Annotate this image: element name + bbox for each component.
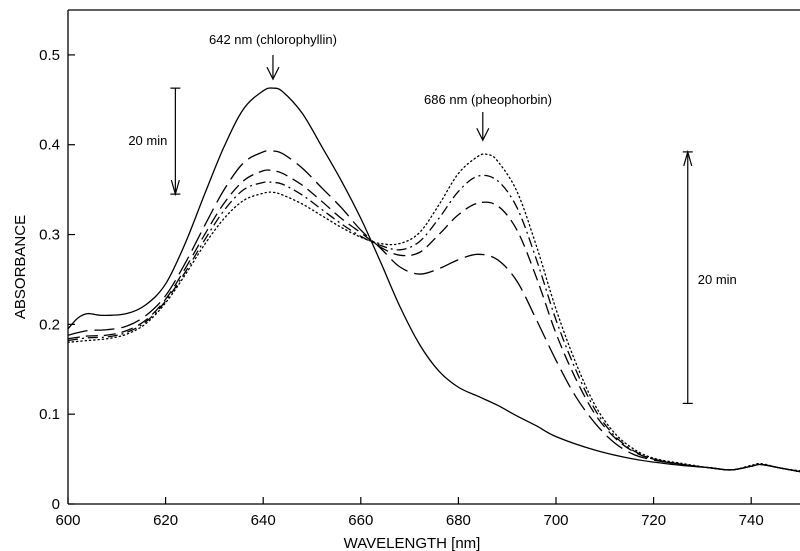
- pheophorbin-arrow-head: [476, 127, 490, 142]
- y-tick-label: 0.4: [39, 137, 60, 154]
- time-bar-right-label: 20 min: [698, 272, 737, 287]
- chlorophyllin-arrow-head: [266, 66, 280, 81]
- chlorophyllin-peak-label: 642 nm (chlorophyllin): [209, 32, 337, 47]
- y-axis-label: ABSORBANCE: [12, 215, 29, 319]
- x-tick-label: 720: [641, 512, 666, 529]
- series-line-dotted: [68, 153, 800, 472]
- y-tick-label: 0.5: [39, 47, 60, 64]
- annotations: 642 nm (chlorophyllin) 686 nm (pheophorbi…: [128, 32, 737, 405]
- x-axis-label: WAVELENGTH [nm]: [344, 535, 481, 551]
- y-tick-label: 0: [52, 496, 60, 513]
- pheophorbin-peak-label: 686 nm (pheophorbin): [424, 92, 552, 107]
- x-tick-label: 680: [446, 512, 471, 529]
- axes: [67, 9, 800, 505]
- y-tick-label: 0.1: [39, 406, 60, 423]
- x-tick-label: 600: [55, 512, 80, 529]
- x-tick-label: 640: [251, 512, 276, 529]
- x-tick-label: 740: [739, 512, 764, 529]
- ticks: 600 620 640 660 680 700 720 740 0 0.1 0.2 0.3 0.4 0.5: [39, 47, 764, 529]
- time-bar-left-arrow-head: [170, 179, 180, 197]
- series-line-dash: [68, 169, 800, 473]
- x-tick-label: 700: [543, 512, 568, 529]
- x-tick-label: 620: [153, 512, 178, 529]
- series-line-dash-dot: [68, 174, 800, 473]
- series-line-solid: [68, 87, 800, 473]
- y-tick-label: 0.2: [39, 316, 60, 333]
- series-lines: [68, 87, 800, 473]
- time-bar-right-arrow-head: [683, 149, 693, 167]
- time-bar-left-label: 20 min: [128, 133, 167, 148]
- x-tick-label: 660: [348, 512, 373, 529]
- y-tick-label: 0.3: [39, 227, 60, 244]
- series-line-long-dash: [68, 149, 800, 473]
